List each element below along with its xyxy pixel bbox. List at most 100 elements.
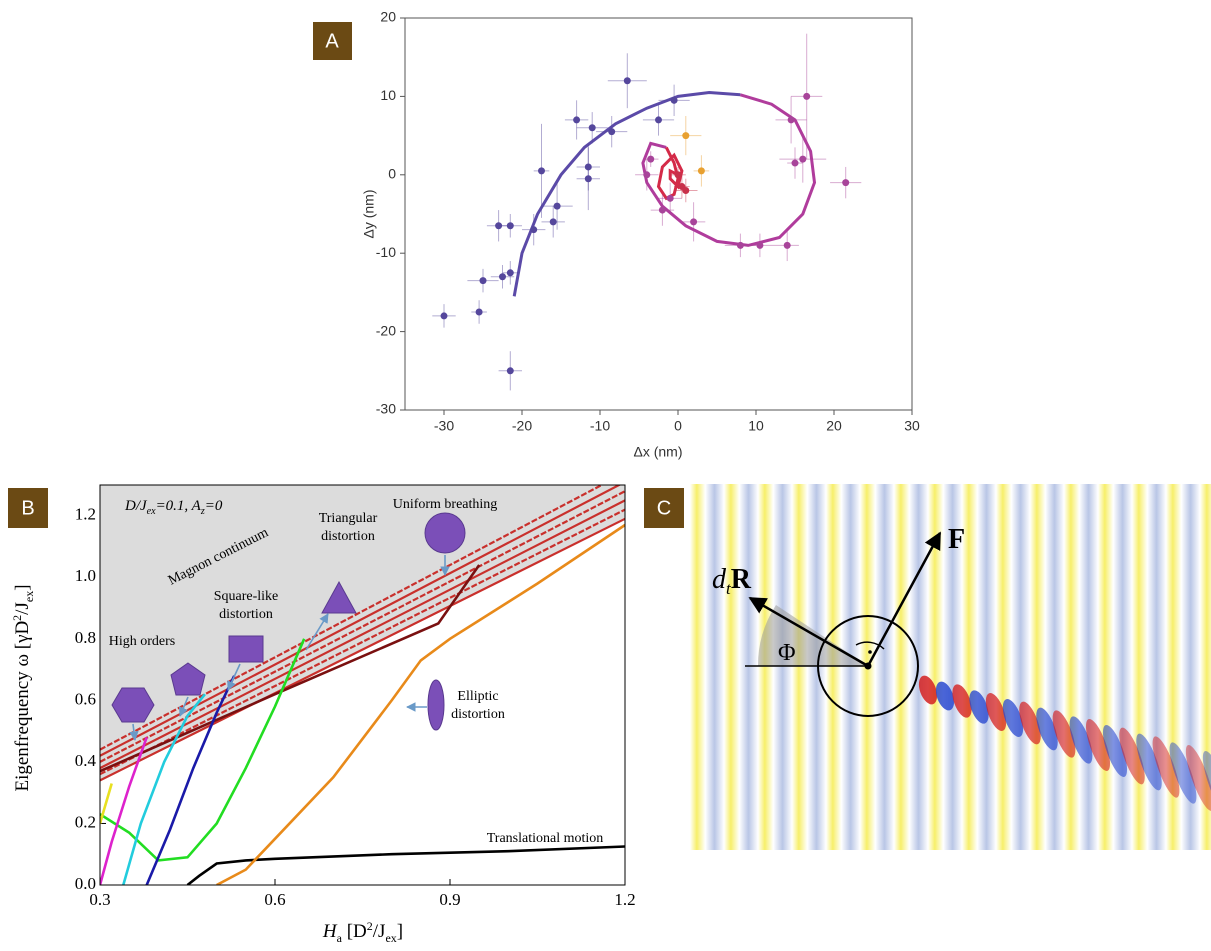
panel-a: A Δx (nm) Δy (nm) -30 -20 -10 0 10 20 30 -30 -20… [313,9,920,460]
point [608,128,616,136]
text: Eigenfrequency ω [γD [12,621,33,792]
text: =0.1, A [156,498,202,514]
y-tick-label: -30 [376,401,396,417]
y-tick-label: 20 [380,9,396,25]
icon [321,580,357,614]
x-tick-label: 1.2 [614,890,635,909]
panel-label: B [21,497,34,519]
y-tick-label: 0.2 [75,812,96,831]
annotation: distortion [451,707,505,722]
wake-blue [1002,699,1024,737]
mode-icons [111,512,466,731]
x-tick-label: 0.6 [264,890,285,909]
wake-blue [1202,750,1211,818]
text: 2 [367,919,373,933]
point [584,175,592,183]
annotation: distortion [321,529,375,544]
y-tick-label: 0.0 [75,874,96,893]
wake-red [1185,744,1211,812]
panel-label-box [313,22,352,60]
wake-blue [1069,716,1093,764]
panel-b-annotations: D/Jex=0.1, Az=0 Magnon continuum Uniform… [10,484,626,945]
icon-arrows [129,555,450,741]
icon [228,635,264,663]
angle-label: Φ [778,640,796,666]
annotation: Square-like [214,589,279,604]
point [697,167,705,175]
point [756,241,764,249]
text: z [200,506,205,517]
icon [424,512,466,554]
point [799,155,807,163]
y-tick-label: 0.8 [75,628,96,647]
point [506,269,514,277]
wake-blue [935,681,955,711]
data-area [432,33,862,391]
point [573,116,581,124]
mode-line [186,845,625,885]
text: R [731,564,752,595]
panel-label: C [657,497,671,519]
fit-curve [641,93,817,247]
continuum-line [100,517,625,782]
text: a [337,931,343,945]
point [783,241,791,249]
wake [918,675,1211,818]
plot-frame [99,484,626,886]
point [682,132,690,140]
y-tick-label: 1.0 [75,566,96,585]
wave-field [690,484,1211,850]
point [499,273,506,281]
right-angle-arc [855,641,885,650]
fit-curve [656,146,684,201]
y-tick-label: -10 [376,244,396,260]
point [674,171,682,179]
force-label: F [948,524,965,555]
panel-label: A [325,30,339,52]
wake-blue [1036,707,1058,751]
x-axis-label: Δx (nm) [633,444,682,460]
point [475,308,483,316]
wake-red [1119,727,1145,785]
panel-label-box [644,488,684,528]
annotation: Translational motion [487,831,604,846]
annotation: High orders [109,634,176,649]
text: ] [12,584,33,590]
point [670,96,678,104]
text: ] [397,921,403,942]
point [647,155,655,163]
annotation: distortion [219,607,273,622]
wake-blue [1136,733,1162,791]
y-axis-label: Δy (nm) [361,189,377,238]
text: t [726,579,732,598]
velocity-label: dtR [712,564,752,598]
text: /J [12,602,33,615]
panel-label-box [8,488,48,528]
point [584,163,592,171]
x-tick-label: -30 [434,418,454,434]
point [803,92,811,100]
annotation: Uniform breathing [393,497,498,512]
icon [111,687,155,723]
y-tick-label: -20 [376,322,396,338]
point [553,202,561,210]
icon [170,662,206,696]
parameter-label: D/Jex=0.1, Az=0 [124,498,223,517]
x-tick-label: 0.3 [89,890,110,909]
point [787,116,795,124]
point [549,218,557,226]
right-angle-dot [868,650,872,654]
x-tick-label: -10 [590,418,610,434]
point [440,312,448,320]
wake-red [1019,701,1041,745]
arrow [129,723,139,741]
plot-frame [404,17,913,411]
point [690,218,698,226]
velocity-arrow [748,596,869,668]
x-tick-label: 0.9 [439,890,460,909]
x-tick-label: 20 [826,418,842,434]
simulation-image [690,484,1211,850]
text: d [712,564,727,595]
y-tick-label: 0.6 [75,689,96,708]
y-tick-label: 10 [380,87,396,103]
